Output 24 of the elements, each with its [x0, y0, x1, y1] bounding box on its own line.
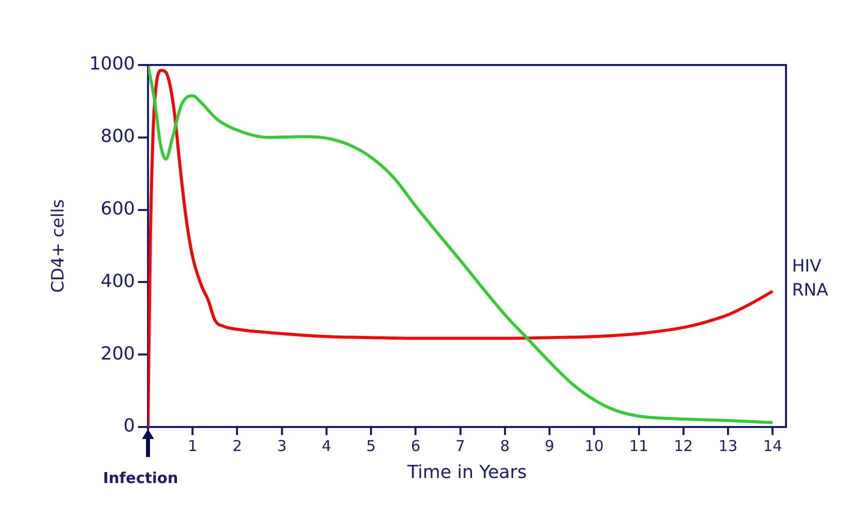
- y-axis-title: CD4+ cells: [48, 199, 69, 293]
- text: Infection: [103, 469, 178, 487]
- x-tick-label: 6: [410, 436, 420, 455]
- x-tick-label: 7: [456, 436, 466, 455]
- x-tick-label: 5: [366, 436, 376, 455]
- x-tick-label: 3: [277, 436, 287, 455]
- x-tick-label: 1: [188, 436, 198, 455]
- y-tick-label: 400: [100, 270, 135, 292]
- x-tick-label: 9: [544, 436, 554, 455]
- y-tick-label: 800: [100, 126, 135, 148]
- x-tick-label: 8: [500, 436, 510, 455]
- series-label: HIV RNA: [792, 256, 829, 301]
- x-tick-label: 4: [322, 436, 332, 455]
- x-axis-title: Time in Years: [406, 462, 527, 483]
- x-tick-label: 2: [232, 436, 242, 455]
- x-tick-label: 11: [629, 436, 648, 455]
- y-tick-label: 200: [100, 343, 135, 364]
- x-tick-label: 13: [718, 436, 738, 455]
- y-tick-label: 600: [100, 198, 135, 220]
- y-tick-label: 0: [124, 416, 135, 437]
- y-tick-label: 1000: [89, 54, 135, 75]
- x-tick-label: 12: [674, 436, 693, 455]
- x-tick-label: 14: [763, 436, 782, 455]
- x-tick-label: 10: [584, 436, 604, 455]
